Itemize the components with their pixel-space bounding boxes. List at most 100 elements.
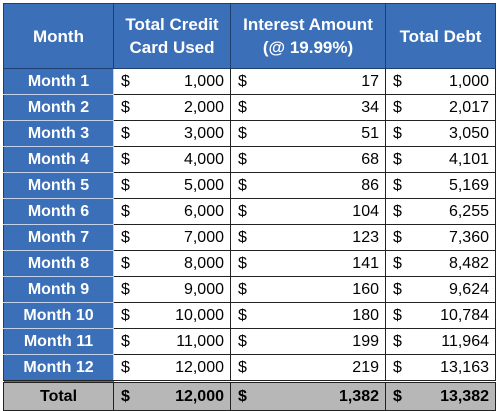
currency-symbol: $ (238, 176, 247, 194)
debt-value: 3,050 (448, 124, 489, 142)
interest-cell: $17 (230, 68, 386, 95)
currency-symbol: $ (238, 387, 247, 405)
currency-symbol: $ (238, 72, 247, 90)
currency-symbol: $ (121, 124, 130, 142)
currency-symbol: $ (238, 332, 247, 350)
debt-cell: $7,360 (385, 224, 496, 251)
month-label: Month 12 (23, 358, 94, 376)
currency-symbol: $ (393, 98, 402, 116)
total-label: Total (3, 380, 114, 411)
debt-value: 8,482 (448, 254, 489, 272)
currency-symbol: $ (121, 98, 130, 116)
header-month-label: Month (33, 26, 84, 46)
credit-value: 2,000 (183, 98, 224, 116)
header-interest-line2: (@ 19.99%) (262, 38, 354, 57)
currency-symbol: $ (393, 176, 402, 194)
total-credit-value: 12,000 (175, 387, 224, 405)
currency-symbol: $ (393, 254, 402, 272)
credit-value: 6,000 (183, 202, 224, 220)
credit-value: 5,000 (183, 176, 224, 194)
interest-cell: $219 (230, 354, 386, 382)
credit-cell: $1,000 (113, 68, 231, 95)
month-cell: Month 2 (3, 94, 114, 121)
credit-value: 3,000 (183, 124, 224, 142)
interest-cell: $141 (230, 250, 386, 277)
currency-symbol: $ (121, 202, 130, 220)
debt-cell: $11,964 (385, 328, 496, 355)
month-label: Month 1 (27, 72, 90, 90)
debt-value: 2,017 (448, 98, 489, 116)
debt-cell: $10,784 (385, 302, 496, 329)
credit-value: 9,000 (183, 280, 224, 298)
debt-cell: $8,482 (385, 250, 496, 277)
total-credit: $ 12,000 (113, 380, 231, 411)
total-interest-value: 1,382 (338, 387, 379, 405)
interest-value: 68 (361, 150, 379, 168)
credit-value: 1,000 (183, 72, 224, 90)
header-interest-amount: Interest Amount (@ 19.99%) (230, 3, 386, 69)
header-credit-line1: Total Credit (125, 15, 219, 34)
table-row: Month 11 $11,000 $199 $11,964 (3, 328, 496, 355)
interest-cell: $160 (230, 276, 386, 303)
month-cell: Month 10 (3, 302, 114, 329)
total-interest: $ 1,382 (230, 380, 386, 411)
month-label: Month 4 (27, 150, 90, 168)
month-cell: Month 11 (3, 328, 114, 355)
currency-symbol: $ (393, 202, 402, 220)
currency-symbol: $ (238, 254, 247, 272)
interest-value: 219 (352, 358, 379, 376)
header-credit-line2: Card Used (129, 38, 215, 57)
interest-value: 86 (361, 176, 379, 194)
currency-symbol: $ (393, 387, 402, 405)
debt-value: 13,163 (440, 358, 489, 376)
month-cell: Month 9 (3, 276, 114, 303)
currency-symbol: $ (121, 150, 130, 168)
month-label: Month 8 (27, 254, 90, 272)
month-cell: Month 7 (3, 224, 114, 251)
month-cell: Month 4 (3, 146, 114, 173)
currency-symbol: $ (393, 72, 402, 90)
credit-debt-table-container: Month Total Credit Card Used Interest Am… (3, 3, 496, 411)
debt-cell: $3,050 (385, 120, 496, 147)
month-label: Month 6 (27, 202, 90, 220)
currency-symbol: $ (238, 280, 247, 298)
currency-symbol: $ (121, 72, 130, 90)
interest-cell: $68 (230, 146, 386, 173)
month-label: Month 11 (23, 332, 94, 350)
interest-value: 123 (352, 228, 379, 246)
header-row: Month Total Credit Card Used Interest Am… (3, 3, 496, 69)
table-row: Month 2 $2,000 $34 $2,017 (3, 94, 496, 121)
credit-cell: $2,000 (113, 94, 231, 121)
table-row: Month 7 $7,000 $123 $7,360 (3, 224, 496, 251)
debt-cell: $4,101 (385, 146, 496, 173)
month-cell: Month 12 (3, 354, 114, 382)
currency-symbol: $ (121, 280, 130, 298)
credit-value: 4,000 (183, 150, 224, 168)
month-cell: Month 6 (3, 198, 114, 225)
interest-cell: $199 (230, 328, 386, 355)
currency-symbol: $ (238, 358, 247, 376)
debt-cell: $13,163 (385, 354, 496, 382)
interest-cell: $86 (230, 172, 386, 199)
month-cell: Month 8 (3, 250, 114, 277)
month-label: Month 10 (23, 306, 94, 324)
credit-debt-table: Month Total Credit Card Used Interest Am… (3, 3, 496, 411)
table-row: Month 10 $10,000 $180 $10,784 (3, 302, 496, 329)
credit-cell: $4,000 (113, 146, 231, 173)
currency-symbol: $ (238, 202, 247, 220)
credit-value: 11,000 (176, 332, 224, 350)
table-header: Month Total Credit Card Used Interest Am… (3, 3, 496, 69)
table-row: Month 1 $1,000 $17 $1,000 (3, 68, 496, 95)
month-label: Month 2 (27, 98, 90, 116)
table-row: Month 6 $6,000 $104 $6,255 (3, 198, 496, 225)
month-cell: Month 3 (3, 120, 114, 147)
credit-cell: $9,000 (113, 276, 231, 303)
interest-cell: $180 (230, 302, 386, 329)
credit-cell: $12,000 (113, 354, 231, 382)
credit-value: 7,000 (183, 228, 224, 246)
credit-cell: $8,000 (113, 250, 231, 277)
credit-cell: $11,000 (113, 328, 231, 355)
interest-value: 104 (352, 202, 379, 220)
total-debt-value: 13,382 (440, 387, 489, 405)
debt-value: 6,255 (448, 202, 489, 220)
